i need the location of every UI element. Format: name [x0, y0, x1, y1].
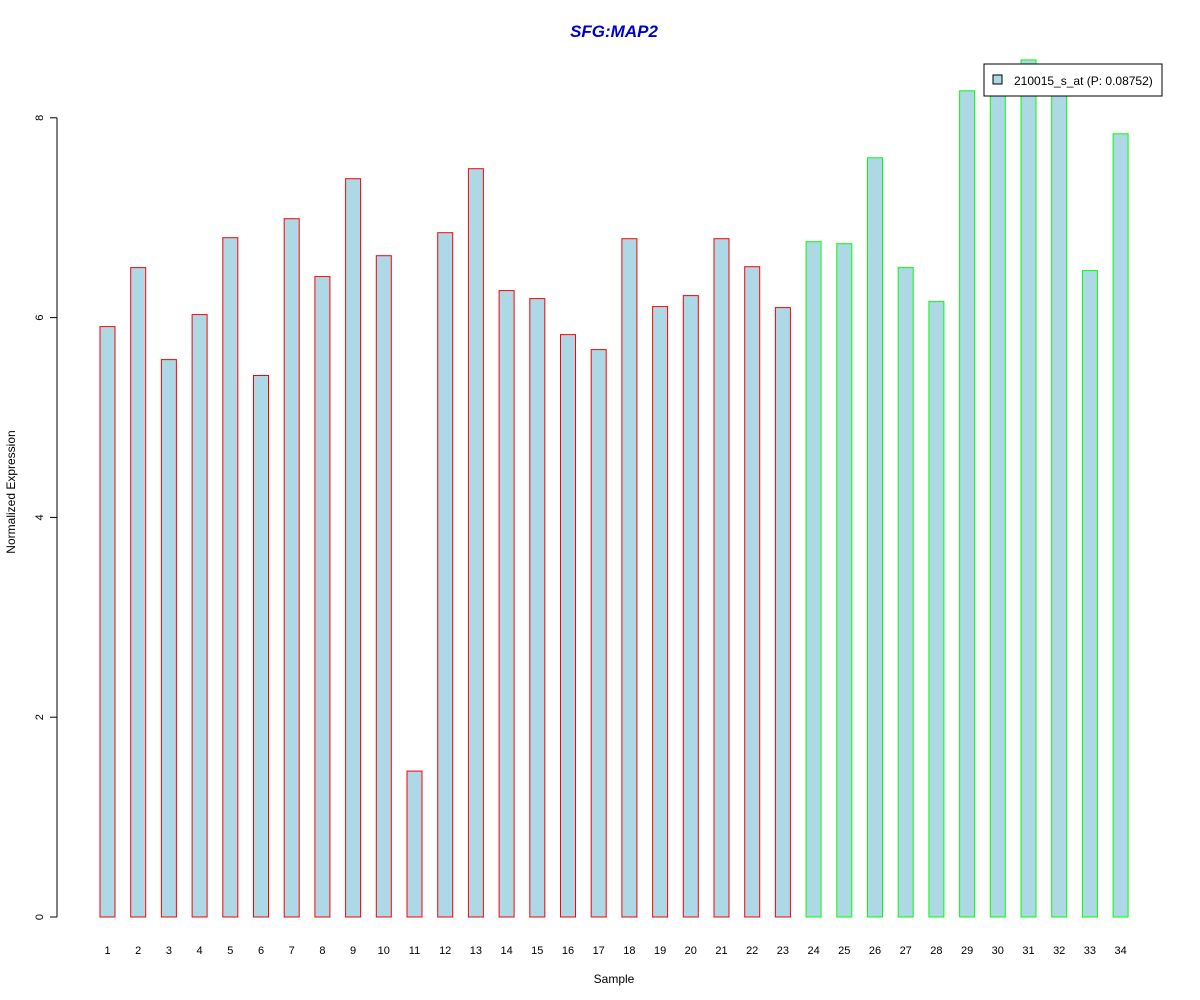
- bar-sample-31: [1020, 59, 1037, 918]
- bar-sample-20: [682, 295, 699, 918]
- x-tick-label: 2: [135, 945, 141, 957]
- bars: [99, 59, 1129, 918]
- y-tick-label: 0: [34, 914, 46, 920]
- bar-sample-30: [989, 87, 1006, 918]
- x-tick-label: 17: [593, 945, 605, 957]
- bar-sample-21: [713, 238, 730, 918]
- x-axis-label: Sample: [594, 972, 635, 986]
- x-tick-label: 4: [197, 945, 203, 957]
- bar-sample-10: [375, 255, 392, 918]
- y-tick-label: 4: [34, 514, 46, 520]
- x-tick-label: 13: [470, 945, 482, 957]
- x-tick-label: 30: [992, 945, 1004, 957]
- x-tick-label: 6: [258, 945, 264, 957]
- bar-sample-14: [498, 290, 515, 918]
- x-tick-labels: 1 2 3 4 5 6 7 8 9 10 11 12 13 14 15 16 17 18 19 20 21 22 23 24 2…: [104, 945, 1126, 957]
- y-tick-label: 2: [34, 714, 46, 720]
- bar-sample-4: [191, 314, 208, 918]
- bar-sample-8: [314, 276, 331, 918]
- bar-sample-24: [805, 241, 822, 918]
- y-axis: 0 2 4 6 8: [34, 115, 58, 920]
- x-tick-label: 1: [104, 945, 110, 957]
- bar-sample-28: [928, 301, 945, 918]
- x-tick-label: 26: [869, 945, 881, 957]
- x-tick-label: 32: [1053, 945, 1065, 957]
- bar-sample-5: [222, 237, 239, 918]
- x-tick-label: 33: [1084, 945, 1096, 957]
- x-tick-label: 25: [838, 945, 850, 957]
- x-tick-label: 12: [439, 945, 451, 957]
- x-tick-label: 11: [409, 945, 420, 957]
- x-tick-label: 29: [961, 945, 973, 957]
- x-tick-label: 27: [900, 945, 912, 957]
- x-tick-label: 9: [350, 945, 356, 957]
- x-tick-label: 22: [746, 945, 758, 957]
- x-tick-label: 16: [562, 945, 574, 957]
- x-tick-label: 15: [531, 945, 543, 957]
- bar-sample-12: [437, 232, 454, 918]
- x-tick-label: 24: [807, 945, 819, 957]
- x-tick-label: 14: [500, 945, 512, 957]
- bar-sample-25: [836, 243, 853, 918]
- bar-sample-2: [130, 267, 147, 918]
- bar-sample-22: [744, 266, 761, 918]
- legend-swatch: [992, 74, 1003, 85]
- bar-sample-27: [897, 267, 914, 918]
- x-tick-label: 31: [1022, 945, 1034, 957]
- bar-sample-1: [99, 326, 116, 918]
- x-tick-label: 34: [1114, 945, 1126, 957]
- chart-title: SFG:MAP2: [570, 22, 658, 41]
- legend-label: 210015_s_at (P: 0.08752): [1014, 74, 1153, 88]
- bar-sample-15: [529, 298, 546, 918]
- bar-sample-17: [590, 349, 607, 918]
- x-tick-label: 18: [623, 945, 635, 957]
- y-tick-label: 6: [34, 315, 46, 321]
- bar-sample-34: [1112, 133, 1129, 918]
- bar-sample-32: [1051, 87, 1068, 918]
- bar-sample-16: [560, 334, 576, 918]
- bar-sample-6: [253, 375, 269, 918]
- x-tick-label: 23: [777, 945, 789, 957]
- x-tick-label: 7: [289, 945, 295, 957]
- bar-sample-13: [467, 168, 484, 918]
- x-tick-label: 5: [227, 945, 233, 957]
- bar-sample-33: [1081, 270, 1098, 918]
- y-axis-label: Normalized Expression: [4, 430, 18, 553]
- legend: 210015_s_at (P: 0.08752): [983, 63, 1163, 97]
- x-tick-label: 3: [166, 945, 172, 957]
- x-tick-label: 20: [685, 945, 697, 957]
- y-tick-label: 8: [34, 115, 46, 121]
- bar-sample-19: [652, 306, 669, 918]
- bar-sample-23: [774, 307, 791, 918]
- bar-sample-3: [160, 359, 177, 918]
- x-tick-label: 28: [930, 945, 942, 957]
- bar-sample-26: [867, 157, 883, 918]
- bar-sample-18: [621, 238, 638, 918]
- x-tick-label: 8: [319, 945, 325, 957]
- bar-sample-29: [959, 90, 976, 918]
- bar-sample-9: [345, 178, 362, 918]
- bar-sample-11: [406, 770, 423, 918]
- x-tick-label: 10: [378, 945, 390, 957]
- legend-box: [983, 63, 1163, 97]
- x-tick-label: 21: [715, 945, 727, 957]
- x-tick-label: 19: [654, 945, 666, 957]
- bar-sample-7: [283, 218, 300, 918]
